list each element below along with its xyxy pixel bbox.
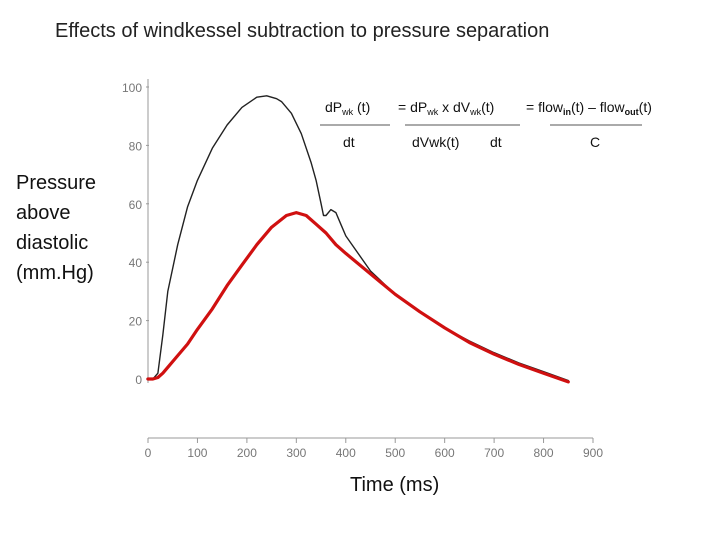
x-tick-label: 0: [145, 446, 152, 460]
x-tick-label: 600: [435, 446, 455, 460]
y-tick-label: 100: [122, 81, 142, 95]
x-tick-label: 500: [385, 446, 405, 460]
y-tick-label: 0: [135, 373, 142, 387]
equation-middle-denominator-dt: dt: [490, 134, 502, 150]
y-axis-label: Pressure above diastolic (mm.Hg): [16, 168, 96, 288]
windkessel-equation: dPwk (t) dt = dPwk x dVwk(t) dVwk(t) dt …: [320, 99, 652, 150]
x-tick-label: 300: [286, 446, 306, 460]
y-axis-label-line-1: Pressure: [16, 172, 97, 194]
x-tick-label: 100: [187, 446, 207, 460]
y-tick-label: 60: [129, 198, 143, 212]
chart-title: Effects of windkessel subtraction to pre…: [55, 20, 550, 42]
equation-rhs-denominator: C: [590, 134, 600, 150]
series-line-windkessel-pressure: [146, 211, 570, 384]
y-axis-label-line-4: (mm.Hg): [16, 262, 94, 284]
y-axis-label-line-2: above: [16, 202, 71, 224]
x-tick-label: 700: [484, 446, 504, 460]
y-tick-label: 80: [129, 139, 143, 153]
y-tick-label: 20: [129, 315, 143, 329]
y-axis-label-line-3: diastolic: [16, 232, 89, 254]
equation-lhs-denominator: dt: [343, 134, 355, 150]
equation-middle-denominator: dVwk(t): [412, 134, 459, 150]
equation-rhs-numerator: = flowin(t) – flowout(t): [526, 99, 652, 117]
x-tick-label: 800: [534, 446, 554, 460]
equation-lhs-numerator: dPwk (t): [325, 99, 370, 117]
series-group: [146, 95, 570, 384]
equation-middle-numerator: = dPwk x dVwk(t): [398, 99, 494, 117]
y-tick-label: 40: [129, 256, 143, 270]
x-axis-label: Time (ms): [350, 474, 440, 496]
x-tick-label: 200: [237, 446, 257, 460]
x-tick-label: 400: [336, 446, 356, 460]
axes: 0 100 200 300 400 500 600 700 800 900 0 20 40 60 80 100: [122, 79, 603, 460]
series-line-measured-pressure: [147, 95, 569, 382]
x-tick-label: 900: [583, 446, 603, 460]
